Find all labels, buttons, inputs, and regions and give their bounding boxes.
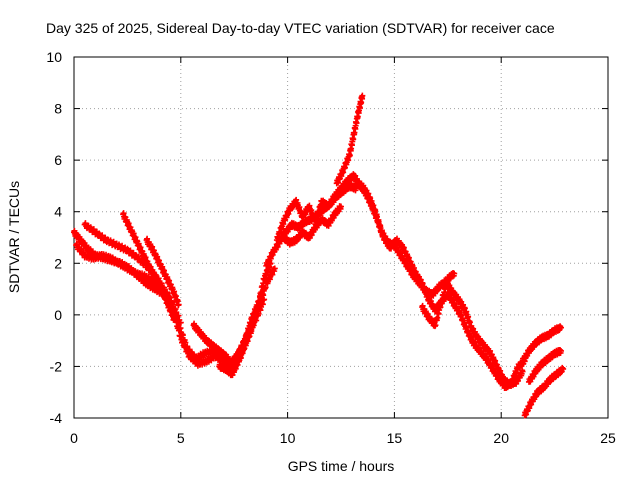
data-point-marker — [271, 265, 278, 272]
series-track-12 — [352, 178, 526, 389]
y-tick-label: 10 — [46, 49, 62, 65]
grid — [74, 57, 608, 418]
y-tick-label: 0 — [54, 307, 62, 323]
axis-ticks: 0 5 10 15 20 25 -4 -2 0 2 4 6 8 10 — [46, 49, 616, 446]
y-tick-label: -2 — [50, 358, 63, 374]
data-point-marker — [558, 347, 565, 354]
x-tick-label: 0 — [70, 430, 78, 446]
data-point-marker — [451, 270, 458, 277]
series-track-14 — [419, 270, 458, 330]
series-track-11 — [333, 92, 366, 187]
series-track-5 — [143, 235, 182, 309]
data-point-marker — [338, 203, 344, 210]
series-track-16 — [525, 347, 565, 385]
chart-title: Day 325 of 2025, Sidereal Day-to-day VTE… — [46, 20, 555, 36]
data-point-marker — [560, 366, 567, 373]
data-point-marker — [558, 324, 565, 331]
y-axis-label: SDTVAR / TECUs — [6, 181, 22, 293]
x-tick-label: 15 — [387, 430, 403, 446]
x-tick-label: 20 — [493, 430, 509, 446]
series-track-8 — [263, 180, 359, 269]
plot-frame — [73, 56, 609, 419]
data-point-marker — [359, 92, 366, 99]
y-tick-label: 8 — [54, 101, 62, 117]
series-track-17 — [521, 364, 567, 419]
data-point-marker — [171, 317, 178, 324]
data-points — [71, 92, 567, 419]
data-point-marker — [177, 319, 184, 326]
x-axis-label: GPS time / hours — [288, 458, 395, 474]
series-track-4 — [120, 210, 178, 324]
y-tick-label: 6 — [54, 152, 62, 168]
x-tick-label: 25 — [600, 430, 616, 446]
series-track-15 — [519, 323, 565, 365]
data-point-marker — [519, 368, 526, 375]
x-tick-label: 5 — [177, 430, 185, 446]
y-tick-label: 4 — [54, 204, 62, 220]
x-tick-label: 10 — [280, 430, 296, 446]
data-point-marker — [175, 301, 182, 308]
series-track-10 — [280, 203, 344, 248]
y-tick-label: 2 — [54, 255, 62, 271]
data-point-marker — [258, 289, 265, 296]
series-track-7 — [216, 260, 274, 379]
y-tick-label: -4 — [50, 410, 63, 426]
